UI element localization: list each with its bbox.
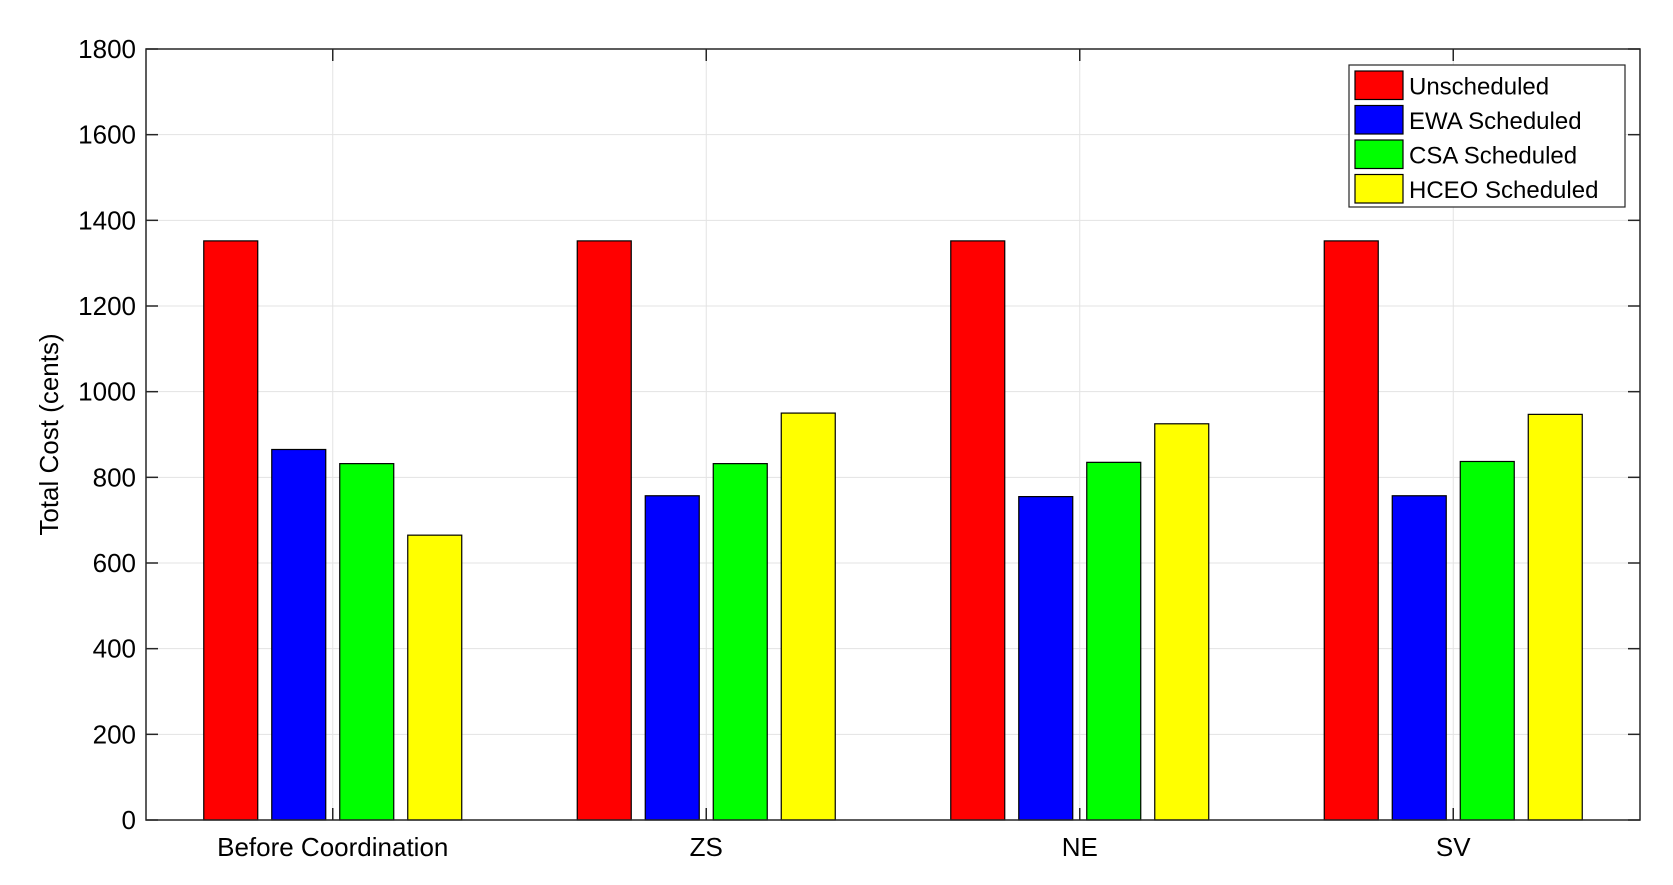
y-tick-label: 200 (93, 719, 136, 749)
y-tick-label: 600 (93, 548, 136, 578)
legend-swatch (1354, 139, 1404, 170)
bar-unscheduled (576, 240, 632, 821)
bar-unscheduled (203, 240, 259, 821)
legend-label: CSA Scheduled (1409, 143, 1577, 170)
bar-csa-scheduled (1459, 460, 1515, 821)
y-tick-label: 1000 (78, 377, 136, 407)
y-tick-labels: 0 200 400 600 800 1000 1200 1400 1600 1800 (78, 34, 136, 835)
ticks (146, 48, 1640, 821)
legend: Unscheduled EWA Scheduled CSA Scheduled HCE… (1348, 64, 1626, 208)
bar-hceo-scheduled (1527, 413, 1583, 821)
x-tick-label: ZS (690, 832, 723, 862)
bar-hceo-scheduled (1154, 423, 1210, 821)
y-tick-label: 1600 (78, 120, 136, 150)
legend-swatch (1354, 104, 1404, 135)
x-tick-label: SV (1436, 832, 1471, 862)
legend-label: HCEO Scheduled (1409, 177, 1598, 204)
plot-frame (145, 48, 1641, 821)
bars (203, 240, 1583, 821)
y-axis-label: Total Cost (cents) (34, 333, 64, 535)
y-tick-label: 1200 (78, 291, 136, 321)
legend-swatch (1354, 70, 1404, 101)
bar-ewa-scheduled (271, 448, 327, 821)
x-tick-labels: Before Coordination ZS NE SV (217, 832, 1471, 862)
grid (146, 49, 1640, 820)
y-tick-label: 0 (122, 805, 136, 835)
legend-label: EWA Scheduled (1409, 108, 1582, 135)
bar-unscheduled (950, 240, 1006, 821)
bar-ewa-scheduled (644, 495, 700, 821)
legend-label: Unscheduled (1409, 74, 1549, 101)
bar-hceo-scheduled (780, 412, 836, 821)
legend-swatch (1354, 173, 1404, 204)
y-tick-label: 800 (93, 462, 136, 492)
bar-ewa-scheduled (1391, 495, 1447, 821)
bar-unscheduled (1323, 240, 1379, 821)
x-tick-label: NE (1062, 832, 1098, 862)
y-tick-label: 400 (93, 634, 136, 664)
y-tick-label: 1800 (78, 34, 136, 64)
bar-ewa-scheduled (1018, 496, 1074, 821)
bar-csa-scheduled (1086, 461, 1142, 821)
y-tick-label: 1400 (78, 205, 136, 235)
bar-csa-scheduled (339, 463, 395, 821)
bar-csa-scheduled (712, 463, 768, 821)
bar-hceo-scheduled (407, 534, 463, 821)
x-tick-label: Before Coordination (217, 832, 448, 862)
